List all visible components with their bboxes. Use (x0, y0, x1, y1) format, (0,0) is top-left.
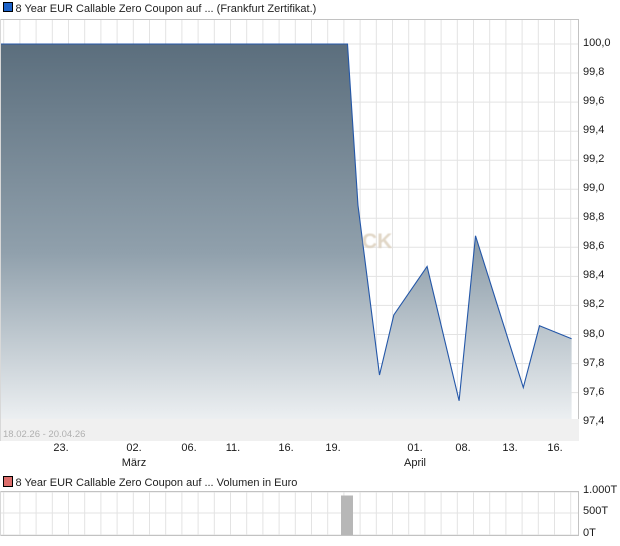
svg-text:CK: CK (362, 230, 392, 253)
